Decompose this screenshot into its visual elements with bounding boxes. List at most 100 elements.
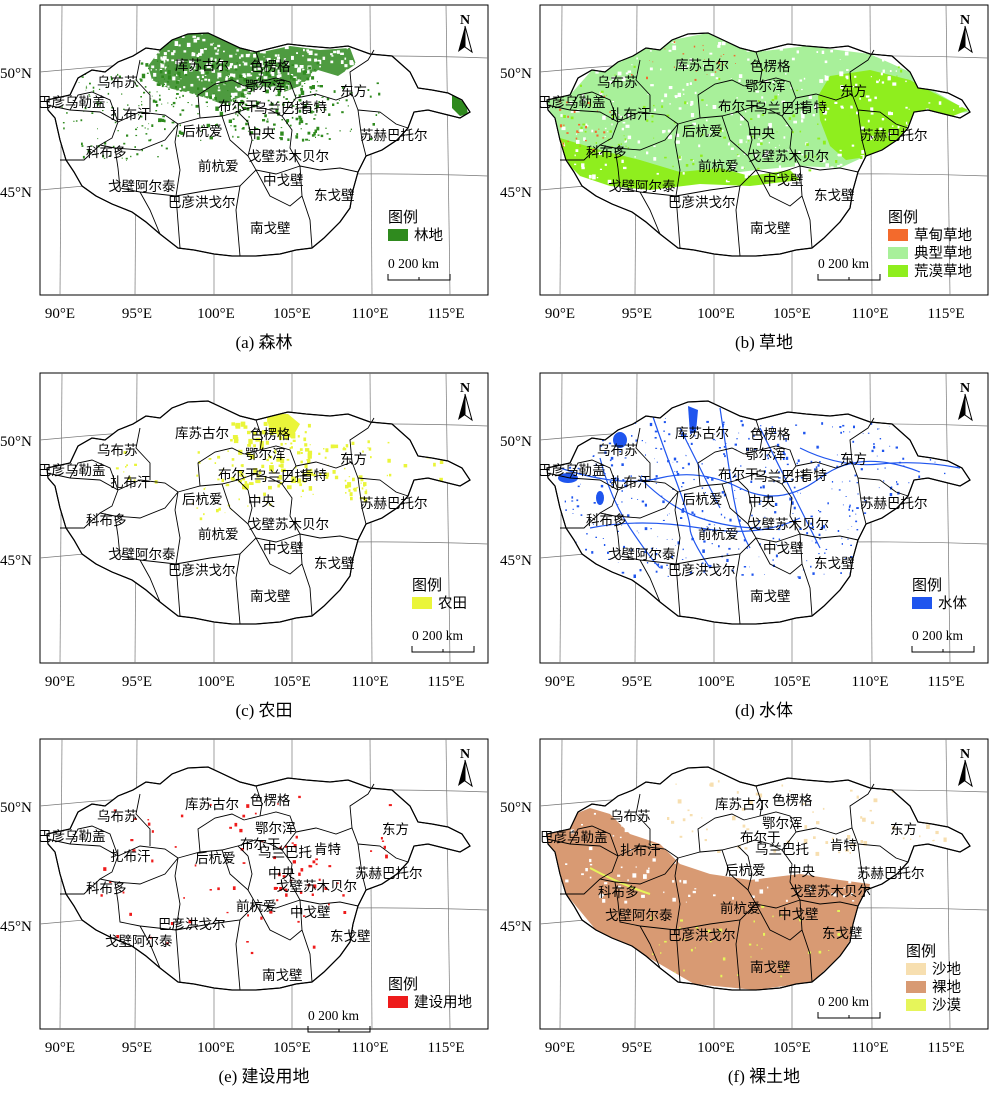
water-patch bbox=[635, 439, 638, 442]
water-patch bbox=[684, 434, 687, 437]
grass-gap bbox=[775, 88, 778, 90]
grass-gap bbox=[574, 163, 577, 166]
grass-gap bbox=[746, 135, 751, 140]
forest-patch bbox=[232, 100, 235, 103]
desert-steppe-patch bbox=[651, 120, 654, 123]
meadow-patch bbox=[723, 54, 725, 55]
forest-patch bbox=[230, 125, 232, 127]
grass-gap bbox=[761, 96, 764, 99]
forest-patch bbox=[270, 102, 274, 106]
forest-patch bbox=[300, 90, 305, 96]
forest-patch bbox=[236, 62, 238, 64]
province-label: 中戈壁 bbox=[763, 173, 804, 188]
cropland-patch bbox=[224, 512, 226, 514]
forest-gap bbox=[164, 66, 167, 69]
grass-gap bbox=[861, 150, 865, 154]
province-boundary bbox=[635, 427, 651, 480]
cropland-patch bbox=[230, 477, 234, 480]
latitude-label: 50°N bbox=[500, 434, 532, 450]
province-label: 巴彦洪戈尔 bbox=[168, 195, 236, 210]
water-patch bbox=[772, 537, 775, 540]
water-patch bbox=[797, 492, 799, 494]
forest-gap bbox=[152, 78, 154, 81]
forest-patch bbox=[102, 154, 105, 158]
water-patch bbox=[681, 509, 684, 513]
grass-gap bbox=[649, 67, 653, 71]
desert-steppe-patch bbox=[814, 155, 817, 158]
cropland-patch bbox=[123, 471, 125, 473]
grass-gap bbox=[625, 72, 629, 75]
province-boundary bbox=[799, 899, 813, 983]
province-boundary bbox=[675, 537, 757, 565]
water-patch bbox=[791, 478, 794, 481]
province-boundary bbox=[255, 51, 263, 83]
bare-gap bbox=[804, 816, 808, 820]
forest-gap bbox=[302, 55, 304, 57]
meadow-patch bbox=[563, 145, 565, 147]
forest-gap bbox=[337, 91, 342, 96]
forest-patch bbox=[147, 128, 149, 130]
forest-gap bbox=[210, 62, 213, 64]
forest-gap bbox=[345, 79, 347, 82]
water-patch bbox=[806, 532, 809, 535]
desert-steppe-patch bbox=[612, 114, 615, 118]
meadow-patch bbox=[567, 140, 569, 142]
province-label: 戈壁苏木贝尔 bbox=[790, 884, 871, 899]
forest-gap bbox=[210, 60, 213, 62]
forest-patch bbox=[138, 114, 140, 116]
forest-patch bbox=[248, 92, 251, 95]
cropland-patch bbox=[297, 451, 301, 455]
water-patch bbox=[608, 442, 612, 445]
water-patch bbox=[817, 464, 820, 467]
province-boundary bbox=[635, 793, 651, 846]
forest-patch bbox=[286, 119, 289, 123]
forest-patch bbox=[243, 89, 246, 92]
sand-patch bbox=[935, 830, 939, 835]
province-label: 科布多 bbox=[86, 880, 127, 896]
forest-patch bbox=[316, 81, 318, 83]
grass-gap bbox=[575, 133, 578, 135]
province-label: 戈壁阿尔泰 bbox=[105, 934, 173, 949]
forest-gap bbox=[230, 73, 233, 77]
forest-patch bbox=[155, 100, 158, 104]
cropland-patch bbox=[231, 458, 235, 461]
cropland-patch bbox=[247, 444, 251, 447]
cropland-patch bbox=[238, 498, 240, 501]
water-patch bbox=[824, 552, 826, 554]
forest-gap bbox=[337, 102, 341, 107]
forest-gap bbox=[296, 94, 299, 97]
sand-patch bbox=[804, 825, 808, 829]
forest-gap bbox=[153, 95, 158, 99]
province-label: 苏赫巴托尔 bbox=[360, 496, 428, 511]
forest-patch bbox=[273, 127, 275, 131]
forest-gap bbox=[368, 72, 370, 74]
grass-gap bbox=[892, 82, 897, 86]
water-patch bbox=[819, 461, 821, 463]
forest-patch bbox=[209, 96, 212, 100]
water-patch bbox=[873, 445, 876, 449]
province-boundary bbox=[237, 97, 297, 117]
water-patch bbox=[766, 454, 769, 457]
forest-patch bbox=[134, 81, 136, 84]
bare-gap bbox=[835, 811, 839, 814]
province-boundaries bbox=[546, 32, 971, 257]
forest-patch bbox=[82, 155, 85, 159]
water-patch bbox=[760, 500, 762, 502]
forest-patch bbox=[235, 113, 237, 115]
forest-patch bbox=[252, 139, 254, 141]
water-patch bbox=[621, 490, 623, 492]
sandy-desert-patch bbox=[690, 948, 693, 952]
built-up-patch bbox=[290, 879, 293, 882]
forest-gap bbox=[231, 97, 233, 100]
desert-steppe-patch bbox=[684, 101, 687, 105]
built-up-patch bbox=[217, 887, 220, 891]
forest-patch bbox=[61, 106, 63, 108]
province-boundary bbox=[639, 559, 661, 603]
grass-gap bbox=[738, 74, 743, 78]
forest-patch bbox=[281, 119, 284, 121]
forest-gap bbox=[187, 91, 190, 94]
sand-patch bbox=[873, 798, 878, 803]
water-patch bbox=[690, 442, 693, 445]
sandy-desert-patch bbox=[782, 967, 785, 970]
water-patch bbox=[575, 541, 577, 543]
